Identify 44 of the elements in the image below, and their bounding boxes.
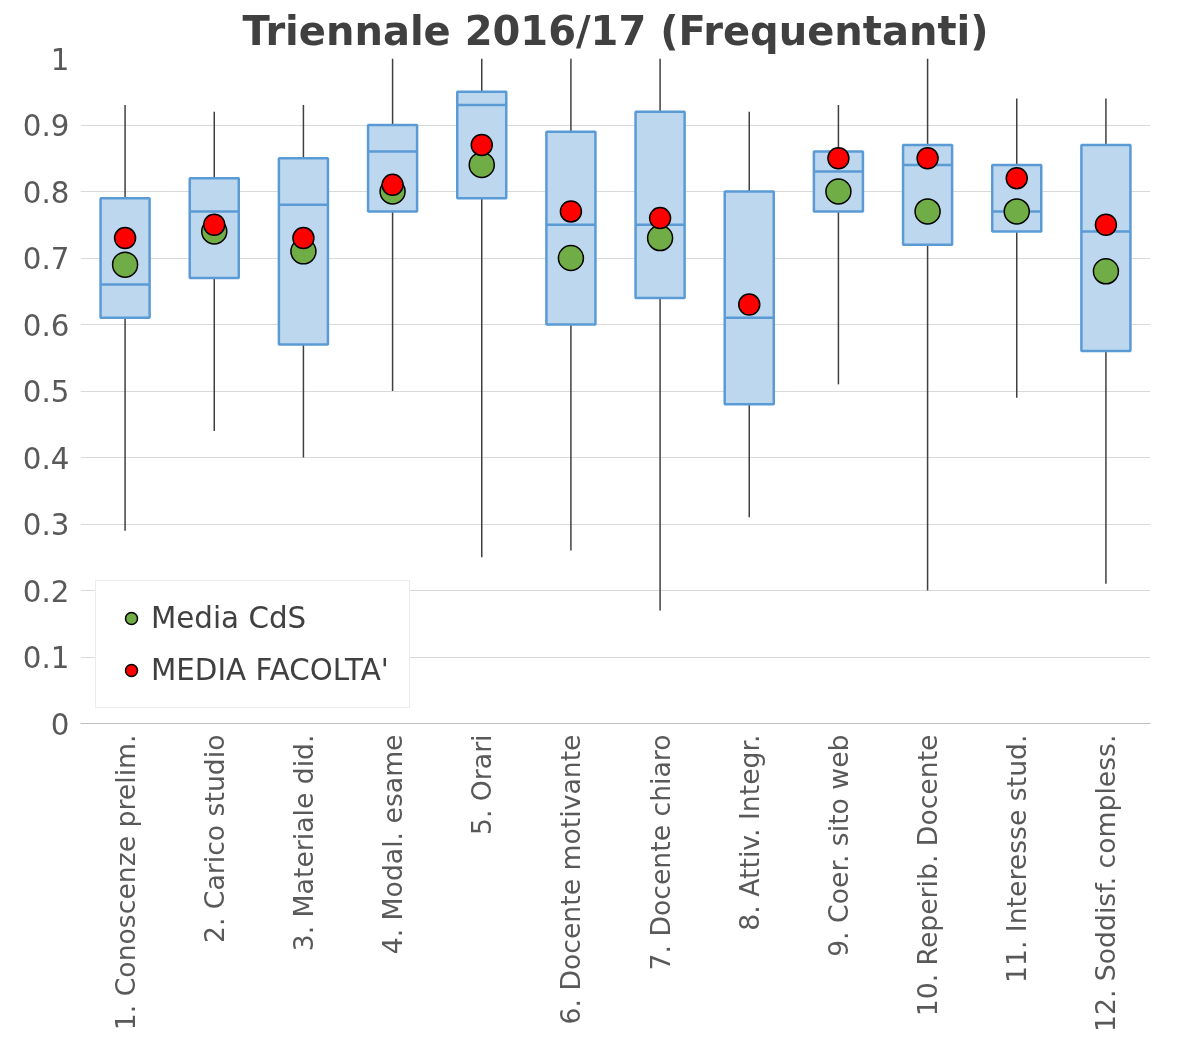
point	[381, 173, 404, 197]
y-tick-label: 0.1	[22, 641, 70, 675]
point	[1005, 166, 1028, 190]
x-tick-label: 2. Carico studio	[198, 734, 230, 944]
point	[827, 147, 850, 170]
point	[468, 151, 495, 179]
point	[646, 224, 674, 252]
point	[1094, 213, 1118, 236]
x-tick-label: 6. Docente motivante	[555, 734, 587, 1025]
y-tick-label: 0.9	[22, 109, 70, 143]
point	[914, 198, 941, 225]
y-tick-label: 0	[50, 707, 70, 742]
x-tick-label: 4. Modal. esame	[377, 734, 409, 955]
x-tick-label: 7. Docente chiaro	[644, 734, 676, 971]
chart-title: Triennale 2016/17 (Frequentanti)	[242, 7, 989, 54]
legend-label: MEDIA FACOLTA'	[151, 653, 389, 687]
y-tick-label: 0.2	[22, 574, 70, 609]
point	[648, 206, 672, 230]
x-tick-label: 12. Soddisf. compless.	[1090, 734, 1122, 1033]
point	[292, 226, 315, 250]
x-tick-label: 10. Reperib. Docente	[912, 734, 944, 1017]
y-tick-label: 0.7	[22, 242, 70, 276]
x-tick-label: 5. Orari	[466, 734, 498, 836]
point	[1092, 258, 1120, 285]
x-tick-label: 11. Interesse stud.	[1001, 734, 1033, 984]
point	[559, 200, 583, 223]
point	[111, 251, 139, 278]
y-tick-label: 0.8	[22, 175, 70, 210]
point	[203, 213, 226, 236]
x-tick-label: 1. Conoscenze prelim.	[109, 734, 141, 1031]
y-tick-label: 1	[50, 42, 70, 77]
point	[557, 244, 585, 272]
x-tick-label: 8. Attiv. Integr.	[733, 734, 765, 931]
y-tick-label: 0.5	[22, 375, 70, 409]
y-tick-label: 0.3	[22, 508, 70, 542]
x-tick-label: 3. Materiale did.	[287, 734, 319, 952]
point	[738, 293, 761, 316]
y-tick-label: 0.6	[22, 308, 70, 343]
legend-label: Media CdS	[151, 601, 307, 635]
y-tick-label: 0.4	[22, 441, 70, 476]
x-tick-label: 9. Coer. sito web	[822, 734, 854, 957]
point	[916, 147, 939, 170]
point	[470, 133, 493, 157]
point	[113, 226, 137, 250]
